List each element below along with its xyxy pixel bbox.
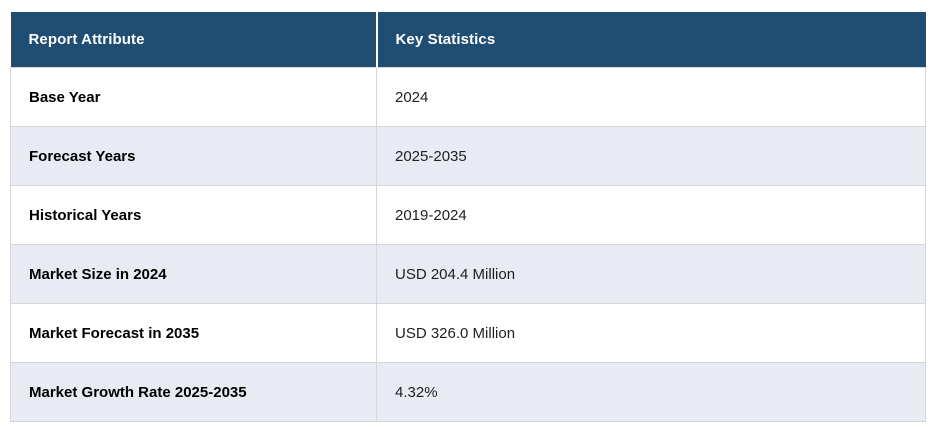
value-cell: USD 204.4 Million <box>376 244 926 304</box>
header-key-statistics: Key Statistics <box>376 12 926 68</box>
table-header-row: Report Attribute Key Statistics <box>10 12 926 68</box>
value-cell: 2025-2035 <box>376 126 926 186</box>
attribute-cell: Forecast Years <box>10 126 377 186</box>
value-cell: 2019-2024 <box>376 185 926 245</box>
table-row-historical-years: Historical Years 2019-2024 <box>10 185 926 245</box>
table-row-base-year: Base Year 2024 <box>10 67 926 127</box>
table-row-market-forecast: Market Forecast in 2035 USD 326.0 Millio… <box>10 303 926 363</box>
table-row-growth-rate: Market Growth Rate 2025-2035 4.32% <box>10 362 926 422</box>
header-report-attribute: Report Attribute <box>10 12 378 68</box>
attribute-cell: Market Forecast in 2035 <box>10 303 377 363</box>
attribute-cell: Historical Years <box>10 185 377 245</box>
attribute-cell: Market Growth Rate 2025-2035 <box>10 362 377 422</box>
attribute-cell: Market Size in 2024 <box>10 244 377 304</box>
report-statistics-table: Report Attribute Key Statistics Base Yea… <box>10 12 926 422</box>
value-cell: 4.32% <box>376 362 926 422</box>
value-cell: 2024 <box>376 67 926 127</box>
attribute-cell: Base Year <box>10 67 377 127</box>
table-row-forecast-years: Forecast Years 2025-2035 <box>10 126 926 186</box>
table-row-market-size: Market Size in 2024 USD 204.4 Million <box>10 244 926 304</box>
value-cell: USD 326.0 Million <box>376 303 926 363</box>
